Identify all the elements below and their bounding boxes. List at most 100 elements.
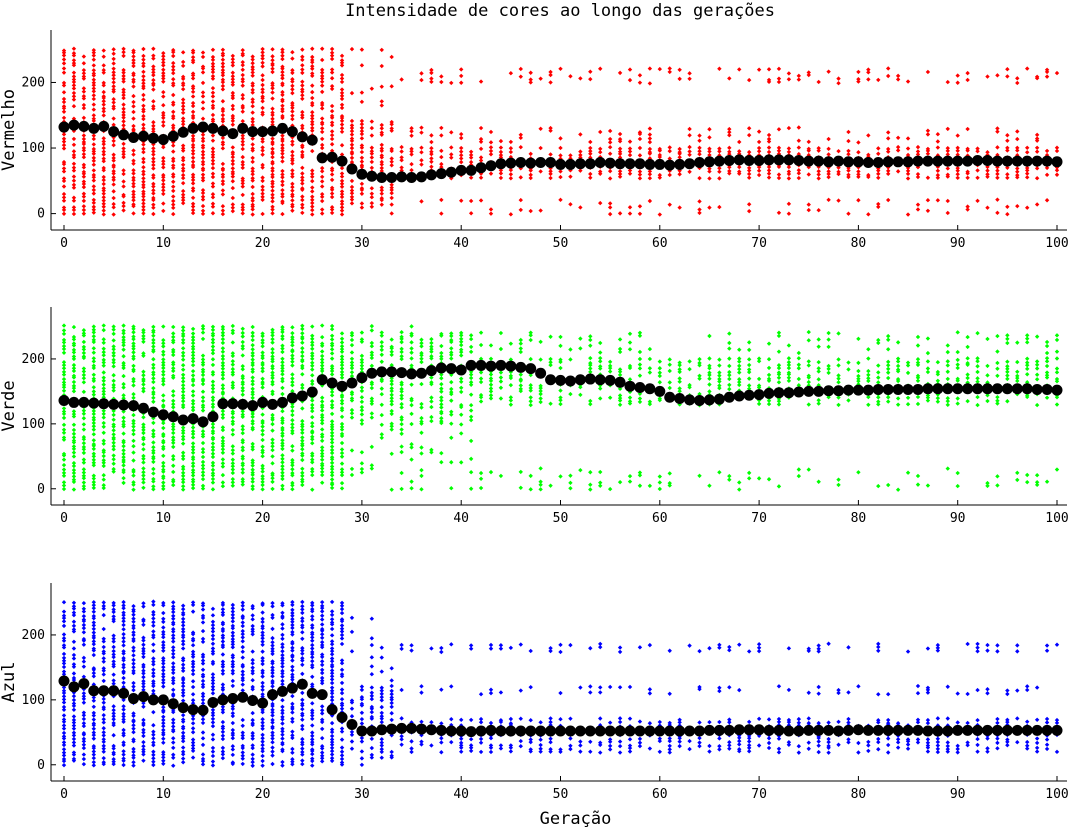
scatter-point <box>468 175 474 180</box>
scatter-point <box>280 376 285 381</box>
mean-point <box>1031 155 1043 167</box>
scatter-point <box>796 168 802 173</box>
scatter-point <box>260 60 265 65</box>
scatter-point <box>260 73 265 78</box>
scatter-point <box>61 638 67 643</box>
scatter-point <box>91 136 96 142</box>
scatter-point <box>329 177 335 183</box>
scatter-point <box>607 363 613 369</box>
scatter-point <box>220 366 226 371</box>
scatter-point <box>1034 482 1040 488</box>
scatter-point <box>836 376 841 381</box>
scatter-point <box>915 144 921 150</box>
scatter-point <box>171 444 176 450</box>
scatter-point <box>180 623 186 628</box>
scatter-point <box>339 344 345 349</box>
scatter-point <box>280 109 285 114</box>
scatter-point <box>180 693 186 698</box>
scatter-point <box>319 136 325 142</box>
scatter-point <box>319 116 325 121</box>
scatter-point <box>419 340 424 346</box>
scatter-point <box>71 487 77 492</box>
scatter-point <box>379 142 384 148</box>
scatter-point <box>141 743 146 749</box>
scatter-point <box>141 622 146 627</box>
scatter-point <box>171 398 176 404</box>
scatter-point <box>111 163 116 168</box>
mean-point <box>614 376 626 388</box>
scatter-point <box>737 356 742 361</box>
mean-point <box>505 360 517 372</box>
scatter-point <box>210 678 216 683</box>
scatter-point <box>449 152 454 157</box>
scatter-point <box>141 749 146 755</box>
scatter-point <box>200 607 206 612</box>
scatter-point <box>558 401 563 407</box>
scatter-point <box>429 133 434 138</box>
scatter-point <box>766 171 772 176</box>
scatter-point <box>409 324 414 329</box>
scatter-point <box>220 447 226 452</box>
mean-point <box>98 120 110 132</box>
scatter-point <box>449 333 454 339</box>
scatter-point <box>806 202 811 207</box>
scatter-point <box>796 73 802 79</box>
scatter-point <box>895 169 901 174</box>
scatter-point <box>141 176 146 181</box>
scatter-point <box>459 431 464 436</box>
scatter-point <box>210 195 216 200</box>
scatter-point <box>91 146 96 152</box>
scatter-point <box>200 194 206 199</box>
scatter-point <box>61 331 67 337</box>
scatter-point <box>498 396 504 401</box>
scatter-point <box>280 182 285 188</box>
scatter-point <box>131 443 136 449</box>
scatter-point <box>161 464 166 469</box>
scatter-point <box>270 146 275 152</box>
scatter-point <box>171 405 176 410</box>
scatter-point <box>637 349 643 355</box>
scatter-point <box>389 392 394 398</box>
scatter-point <box>449 389 454 395</box>
scatter-point <box>101 370 106 375</box>
scatter-point <box>180 603 186 608</box>
scatter-point <box>300 470 305 476</box>
scatter-point <box>707 370 712 375</box>
scatter-point <box>61 430 67 435</box>
mean-point <box>455 364 467 376</box>
scatter-point <box>190 393 196 398</box>
scatter-point <box>746 362 752 368</box>
scatter-point <box>180 698 186 703</box>
scatter-point <box>677 367 682 372</box>
scatter-point <box>359 90 365 95</box>
scatter-point <box>270 437 275 442</box>
scatter-point <box>548 171 553 177</box>
scatter-point <box>280 346 285 351</box>
scatter-point <box>995 366 1000 371</box>
scatter-point <box>310 110 315 115</box>
scatter-point <box>71 86 77 91</box>
scatter-point <box>756 383 762 388</box>
mean-point <box>981 154 993 166</box>
scatter-point <box>151 479 156 484</box>
scatter-point <box>905 470 911 475</box>
scatter-point <box>359 461 365 466</box>
scatter-point <box>101 612 106 618</box>
scatter-point <box>180 626 186 632</box>
scatter-point <box>270 211 275 216</box>
scatter-point <box>151 434 156 439</box>
scatter-point <box>131 93 136 99</box>
scatter-point <box>1054 370 1060 375</box>
scatter-point <box>131 152 136 157</box>
scatter-point <box>657 373 662 379</box>
scatter-point <box>151 376 156 381</box>
scatter-point <box>91 427 96 432</box>
scatter-point <box>955 80 960 85</box>
scatter-point <box>171 331 176 336</box>
scatter-point <box>925 369 931 375</box>
scatter-point <box>786 77 792 82</box>
scatter-point <box>498 375 504 380</box>
scatter-point <box>319 194 325 200</box>
mean-point <box>564 375 576 387</box>
scatter-point <box>220 208 226 213</box>
